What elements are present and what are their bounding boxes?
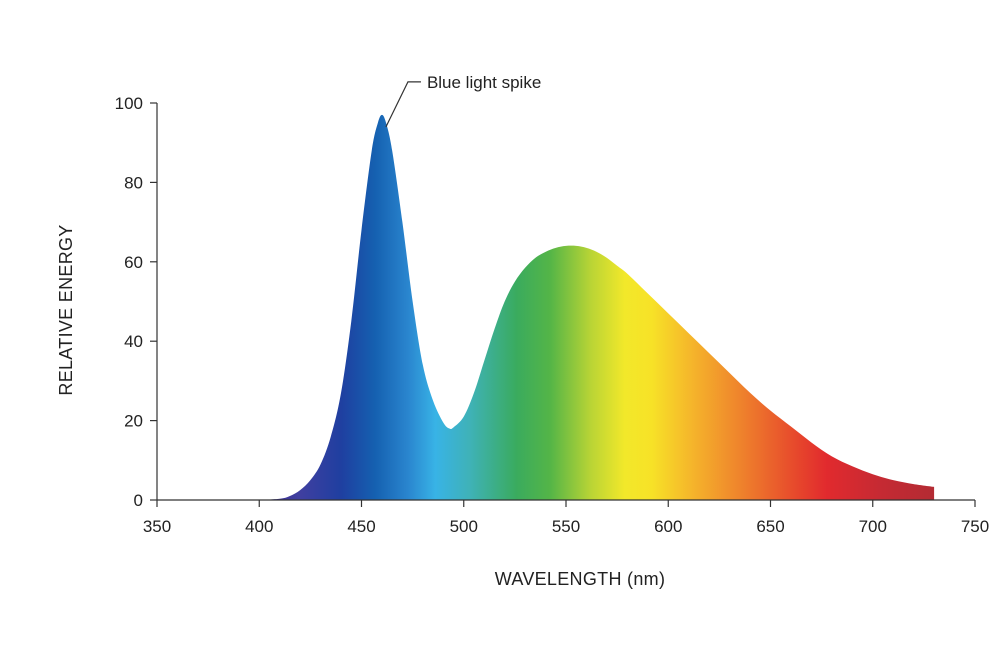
annotation-leader-line	[385, 81, 421, 128]
x-tick-label: 500	[450, 517, 478, 536]
x-tick-label: 650	[756, 517, 784, 536]
x-tick-label: 450	[347, 517, 375, 536]
y-tick-label: 100	[115, 94, 143, 113]
x-tick-label: 700	[859, 517, 887, 536]
x-tick-label: 550	[552, 517, 580, 536]
y-tick-label: 60	[124, 253, 143, 272]
x-tick-label: 350	[143, 517, 171, 536]
x-tick-label: 750	[961, 517, 989, 536]
y-tick-label: 20	[124, 412, 143, 431]
x-tick-label: 400	[245, 517, 273, 536]
y-tick-label: 40	[124, 332, 143, 351]
spectrum-area	[259, 114, 935, 500]
x-axis-title: WAVELENGTH (nm)	[495, 569, 666, 589]
y-tick-label: 0	[134, 491, 143, 510]
y-axis-title: RELATIVE ENERGY	[56, 224, 76, 395]
annotation-blue-light-spike: Blue light spike	[427, 73, 541, 92]
y-tick-label: 80	[124, 173, 143, 192]
x-tick-label: 600	[654, 517, 682, 536]
